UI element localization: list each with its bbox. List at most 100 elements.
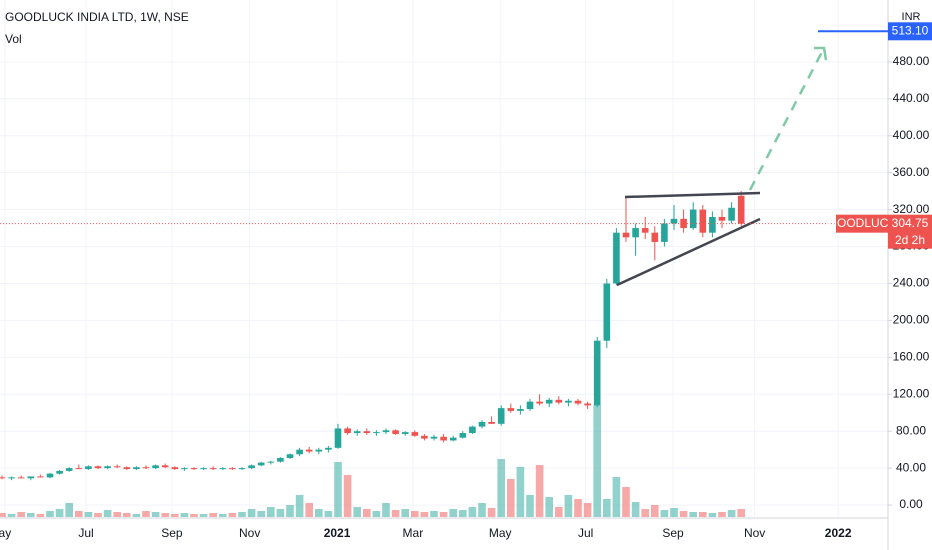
candle-body bbox=[37, 476, 44, 478]
candle-body bbox=[497, 408, 505, 424]
candle-body bbox=[46, 473, 54, 478]
candle-body bbox=[689, 209, 697, 229]
volume-bar bbox=[132, 514, 141, 517]
volume-bar bbox=[593, 405, 601, 517]
volume-bar bbox=[660, 510, 669, 517]
volume-bar bbox=[689, 512, 697, 517]
volume-bar bbox=[737, 509, 745, 517]
candle-body bbox=[430, 436, 438, 439]
y-tick-label: 320.00 bbox=[893, 202, 930, 216]
candle-body bbox=[478, 421, 486, 427]
upper-trendline bbox=[624, 191, 761, 199]
volume-bar bbox=[363, 509, 371, 517]
y-tick-label: 400.00 bbox=[893, 128, 930, 142]
volume-bar bbox=[257, 511, 265, 517]
volume-bar bbox=[334, 462, 342, 517]
volume-bar bbox=[420, 512, 429, 517]
candle-body bbox=[286, 454, 294, 458]
candle-body bbox=[392, 430, 399, 434]
volume-bar bbox=[535, 465, 544, 517]
candle-body bbox=[161, 465, 169, 468]
volume-bar bbox=[324, 511, 333, 517]
x-tick-label: May bbox=[489, 526, 512, 540]
candle-body bbox=[737, 195, 745, 224]
y-tick-label: 0.00 bbox=[899, 497, 923, 511]
candle-body bbox=[56, 470, 63, 474]
candle-body bbox=[344, 428, 351, 434]
volume-bar bbox=[123, 513, 131, 517]
volume-bar bbox=[583, 503, 592, 517]
x-tick-label: ay bbox=[0, 526, 11, 540]
currency: INR bbox=[902, 11, 921, 23]
last-price-label: 304.75 bbox=[892, 216, 929, 230]
volume-bar bbox=[372, 511, 381, 517]
candle-body bbox=[94, 466, 102, 469]
volume-bar bbox=[315, 509, 323, 517]
candle-body bbox=[728, 207, 735, 221]
volume-label: Vol bbox=[5, 32, 22, 46]
arrow-head bbox=[814, 46, 828, 61]
candle-body bbox=[488, 421, 495, 424]
y-tick-label: 200.00 bbox=[893, 313, 930, 327]
volume-bar bbox=[199, 514, 208, 517]
x-tick-label: Nov bbox=[744, 526, 765, 540]
volume-bar bbox=[161, 513, 169, 517]
candle-body bbox=[555, 399, 563, 403]
volume-bar bbox=[641, 509, 649, 517]
volume-bar bbox=[171, 514, 179, 517]
volume-bar bbox=[574, 499, 582, 517]
volume-bar bbox=[17, 512, 25, 517]
volume-bar bbox=[142, 511, 150, 517]
candle-body bbox=[401, 432, 409, 434]
x-tick-label: Nov bbox=[239, 526, 260, 540]
volume-bar bbox=[65, 503, 73, 517]
candle-body bbox=[593, 340, 601, 406]
volume-bar bbox=[497, 459, 505, 517]
candle-body bbox=[104, 466, 111, 469]
candle-body bbox=[257, 462, 265, 466]
countdown: 2d 2h bbox=[895, 233, 925, 247]
volume-bar bbox=[718, 512, 726, 517]
y-tick-label: 480.00 bbox=[893, 54, 930, 68]
candle-body bbox=[229, 468, 236, 470]
candle-body bbox=[219, 468, 227, 470]
x-tick-label: Sep bbox=[161, 526, 183, 540]
y-tick-label: 80.00 bbox=[896, 423, 926, 437]
candle-body bbox=[171, 467, 179, 470]
candle-body bbox=[85, 466, 92, 470]
x-tick-label: Jul bbox=[578, 526, 593, 540]
volume-bar bbox=[295, 495, 304, 517]
volume-bar bbox=[0, 513, 6, 517]
volume-bar bbox=[180, 513, 189, 517]
y-tick-label: 240.00 bbox=[893, 276, 930, 290]
volume-bar bbox=[151, 512, 160, 517]
candle-body bbox=[622, 232, 630, 238]
symbol-badge bbox=[836, 214, 888, 233]
volume-bar bbox=[459, 510, 467, 517]
candle-body bbox=[440, 436, 447, 441]
volume-bar bbox=[190, 514, 198, 517]
chart-title: GOODLUCK INDIA LTD, 1W, NSE bbox=[5, 10, 189, 24]
volume-bar bbox=[449, 509, 457, 517]
candle-body bbox=[190, 468, 198, 470]
volume-bar bbox=[305, 503, 313, 517]
candle-body bbox=[709, 216, 716, 233]
candle-body bbox=[670, 218, 678, 224]
candle-body bbox=[536, 401, 543, 404]
candle-body bbox=[373, 432, 380, 434]
candle-body bbox=[200, 468, 207, 470]
candle-body bbox=[517, 409, 524, 411]
candle-body bbox=[17, 477, 25, 479]
candle-body bbox=[8, 477, 15, 479]
candle-body bbox=[603, 283, 611, 341]
volume-bar bbox=[247, 509, 256, 517]
volume-bar bbox=[603, 499, 611, 517]
candle-body bbox=[363, 431, 371, 434]
candle-body bbox=[507, 408, 515, 411]
volume-bar bbox=[7, 514, 16, 517]
volume-bar bbox=[487, 508, 496, 517]
candle-body bbox=[632, 228, 639, 238]
candle-body bbox=[296, 449, 303, 455]
volume-bar bbox=[382, 503, 390, 517]
candle-body bbox=[421, 435, 428, 439]
